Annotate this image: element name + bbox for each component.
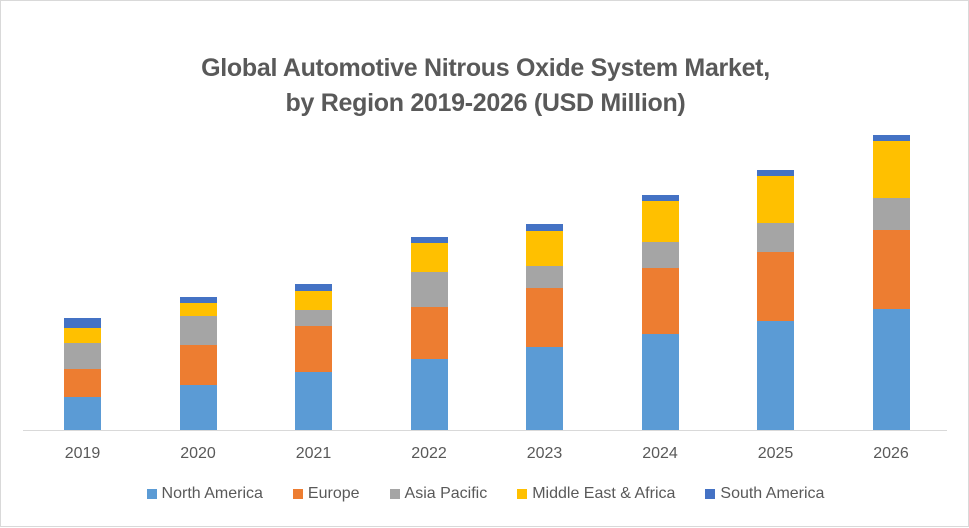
bar-segment-asia-pacific bbox=[641, 242, 679, 268]
bar-segment-north-america bbox=[179, 385, 217, 430]
bar-segment-middle-east-africa bbox=[872, 141, 910, 198]
legend-label: South America bbox=[720, 485, 825, 502]
bar-segment-middle-east-africa bbox=[641, 201, 679, 242]
bar-segment-asia-pacific bbox=[64, 343, 101, 369]
bar-segment-south-america bbox=[872, 135, 910, 141]
bar-segment-europe bbox=[295, 326, 332, 372]
legend-swatch-icon bbox=[389, 489, 400, 499]
bar-segment-north-america bbox=[64, 397, 101, 430]
x-tick-label: 2023 bbox=[526, 445, 563, 462]
legend-swatch-icon bbox=[517, 489, 528, 499]
bar-segment-south-america bbox=[410, 237, 448, 243]
bar-segment-europe bbox=[526, 288, 563, 347]
bar-segment-europe bbox=[872, 230, 910, 309]
x-tick-label: 2021 bbox=[295, 445, 332, 462]
bar-segment-middle-east-africa bbox=[179, 303, 217, 316]
bar-segment-middle-east-africa bbox=[410, 243, 448, 272]
legend-swatch-icon bbox=[292, 489, 303, 499]
legend-item: South America bbox=[705, 485, 824, 503]
bar-segment-asia-pacific bbox=[179, 316, 217, 345]
bar-segment-south-america bbox=[179, 297, 217, 303]
bar-segment-asia-pacific bbox=[295, 310, 332, 326]
bar-segment-south-america bbox=[757, 170, 794, 176]
bar-segment-south-america bbox=[64, 318, 101, 328]
bar-segment-asia-pacific bbox=[526, 266, 563, 288]
bar-segment-europe bbox=[179, 345, 217, 385]
bar-segment-north-america bbox=[526, 347, 563, 430]
bar-segment-europe bbox=[64, 369, 101, 397]
legend-item: North America bbox=[146, 485, 263, 503]
legend-item: Middle East & Africa bbox=[517, 485, 675, 503]
legend-swatch-icon bbox=[146, 489, 157, 499]
bar-segment-middle-east-africa bbox=[295, 291, 332, 310]
x-tick-label: 2019 bbox=[64, 445, 101, 462]
bar-segment-asia-pacific bbox=[757, 223, 794, 252]
x-tick-label: 2025 bbox=[757, 445, 794, 462]
legend-item: Asia Pacific bbox=[389, 485, 488, 503]
x-tick-label: 2026 bbox=[873, 445, 909, 462]
chart-title-line-2: by Region 2019-2026 (USD Million) bbox=[285, 89, 686, 117]
legend-swatch-icon bbox=[705, 489, 716, 499]
bar-segment-south-america bbox=[295, 284, 332, 291]
bar-segment-europe bbox=[410, 307, 448, 359]
bar-segment-north-america bbox=[872, 309, 910, 430]
chart-title-line-1: Global Automotive Nitrous Oxide System M… bbox=[201, 54, 770, 82]
x-axis-line bbox=[23, 430, 947, 431]
bar-segment-middle-east-africa bbox=[526, 231, 563, 266]
bar-segment-north-america bbox=[641, 334, 679, 430]
chart-title: Global Automotive Nitrous Oxide System M… bbox=[1, 51, 969, 121]
bar-segment-north-america bbox=[410, 359, 448, 430]
bar-segment-europe bbox=[757, 252, 794, 321]
x-tick-label: 2024 bbox=[642, 445, 678, 462]
bar-segment-asia-pacific bbox=[872, 198, 910, 230]
bar-segment-north-america bbox=[757, 321, 794, 430]
bar-segment-europe bbox=[641, 268, 679, 334]
bar-segment-asia-pacific bbox=[410, 272, 448, 307]
bar-segment-middle-east-africa bbox=[757, 176, 794, 223]
bar-segment-middle-east-africa bbox=[64, 328, 101, 343]
legend-label: Asia Pacific bbox=[404, 485, 488, 502]
legend-item: Europe bbox=[292, 485, 360, 503]
legend-label: Europe bbox=[307, 485, 360, 502]
bar-segment-north-america bbox=[295, 372, 332, 430]
x-tick-label: 2020 bbox=[180, 445, 216, 462]
legend: North America Europe Asia Pacific Middle Ea… bbox=[1, 485, 969, 503]
x-tick-label: 2022 bbox=[411, 445, 447, 462]
legend-label: North America bbox=[161, 485, 263, 502]
legend-label: Middle East & Africa bbox=[532, 485, 676, 502]
bar-segment-south-america bbox=[526, 224, 563, 231]
bar-segment-south-america bbox=[641, 195, 679, 201]
